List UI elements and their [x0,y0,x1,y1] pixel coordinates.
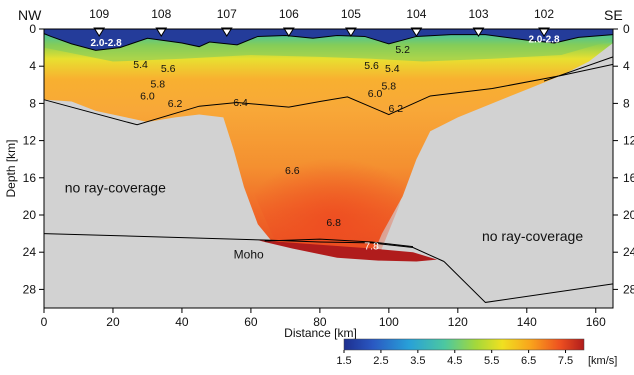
chart-overlays: 5.4 5.65.86.06.2 6.45.25.6 5.45.86.06.26.66… [43,7,614,303]
station-label: 107 [217,7,237,21]
no-coverage-label: no ray-coverage [65,180,166,196]
colorbar-unit: [km/s] [588,355,617,367]
colorbar-tick-label: 5.5 [484,355,499,367]
colorbar-tick-label: 7.5 [558,355,573,367]
moho-upper-outline [264,238,414,248]
x-tick-label: 100 [379,315,399,329]
velocity-label: 6.2 [168,98,183,110]
station-marker [93,27,106,37]
velocity-label: 6.4 [233,97,248,109]
velocity-label: 6.8 [326,217,341,229]
y-tick-label-right: 4 [623,59,630,73]
surface-layer-label: 2.0-2.8 [91,38,123,49]
y-tick-label: 20 [23,208,37,222]
y-tick-label-right: 16 [623,171,634,185]
velocity-label: 6.0 [368,88,383,100]
station-marker [410,27,423,37]
corner-label-nw: NW [18,7,42,23]
station-label: 109 [89,7,109,21]
colorbar-tick-label: 6.5 [521,355,536,367]
colorbar-tick-label: 2.5 [373,355,388,367]
y-tick-label: 24 [23,245,37,259]
station-marker [282,27,295,37]
x-tick-label: 160 [586,315,606,329]
x-tick-label: 140 [517,315,537,329]
velocity-label: 7.8 [364,240,379,252]
velocity-field-core [250,140,417,257]
y-tick-label: 8 [29,96,36,110]
station-label: 103 [468,7,488,21]
station-marker [220,27,233,37]
coverage-top-right [543,56,614,82]
x-tick-label: 60 [244,315,258,329]
x-tick-label: 20 [106,315,120,329]
y-tick-label: 28 [23,282,37,296]
corner-label-se: SE [604,7,623,23]
no-coverage-label: no ray-coverage [482,228,583,244]
y-tick-label: 16 [23,171,37,185]
moho-interface [43,233,445,262]
x-tick-label: 120 [448,315,468,329]
y-tick-label: 12 [23,134,37,148]
surface-layer-label: 2.0-2.8 [528,34,560,45]
velocity-label: 6.6 [285,165,300,177]
station-marker [538,27,550,37]
colorbar-tick-label: 4.5 [447,355,462,367]
station-label: 106 [279,7,299,21]
moho-high-velocity-zone [257,240,438,262]
y-tick-label: 4 [29,59,36,73]
sediment-boundary [43,33,614,51]
x-axis-label: Distance [km] [284,326,357,340]
y-tick-label-right: 12 [623,134,634,148]
velocity-label: 5.4 [385,63,400,75]
colorbar-gradient [343,338,585,351]
station-label: 104 [406,7,426,21]
x-tick-label: 40 [175,315,189,329]
x-tick-label: 80 [313,315,327,329]
y-tick-label-right: 20 [623,208,634,222]
coverage-boundary-right [443,261,614,303]
station-marker [155,27,168,37]
y-tick-label-right: 8 [623,96,630,110]
station-marker [345,27,357,37]
station-label: 108 [151,7,171,21]
y-tick-label-right: 0 [623,22,630,36]
velocity-label: 5.6 [364,60,379,72]
plot-area [43,29,614,308]
velocity-label: 5.6 [161,63,176,75]
velocity-label: 6.0 [140,91,155,103]
velocity-label: 5.2 [395,44,410,56]
station-label: 105 [341,7,361,21]
upper-crust-interface [43,63,614,126]
station-marker [472,27,485,37]
velocity-label: 5.4 [133,59,148,71]
y-axis-label: Depth [km] [4,139,18,197]
colorbar-tick-label: 3.5 [410,355,425,367]
moho-label: Moho [234,248,264,262]
y-tick-label: 0 [29,22,36,36]
plot-frame [43,28,614,309]
colorbar: 1.5 2.5 3.5 4.5 5.5 6.5 7.5 [km/s] [336,338,617,367]
velocity-label: 6.2 [388,103,403,115]
x-tick-label: 0 [41,315,48,329]
velocity-label: 5.8 [382,80,397,92]
colorbar-tick-label: 1.5 [336,355,351,367]
velocity-label: 5.8 [150,79,165,91]
y-tick-label-right: 28 [623,282,634,296]
y-tick-label-right: 24 [623,245,634,259]
station-label: 102 [534,7,554,21]
